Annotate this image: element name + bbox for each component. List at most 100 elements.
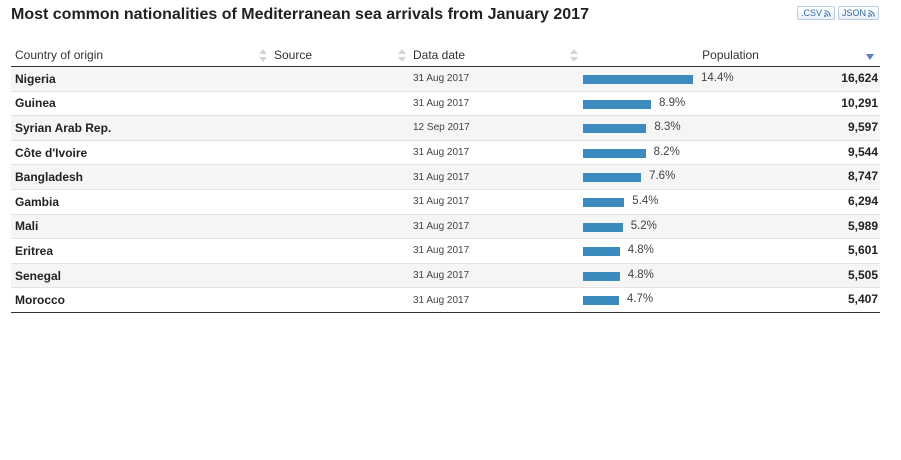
- table-row: Eritrea 31 Aug 2017 4.8% 5,601: [11, 239, 880, 264]
- table-row: Mali 31 Aug 2017 5.2% 5,989: [11, 214, 880, 240]
- column-header-country[interactable]: Country of origin: [11, 44, 270, 66]
- csv-export-label: .CSV: [800, 8, 822, 18]
- date-cell: 31 Aug 2017: [413, 245, 470, 257]
- source-cell: [270, 239, 409, 263]
- table-row: Bangladesh 31 Aug 2017 7.6% 8,747: [11, 165, 880, 190]
- country-cell: Côte d'Ivoire: [15, 145, 88, 160]
- page-title: Most common nationalities of Mediterrane…: [11, 6, 589, 23]
- source-cell: [270, 190, 409, 214]
- population-percent: 8.9%: [659, 96, 686, 109]
- date-cell: 31 Aug 2017: [413, 270, 470, 282]
- population-cell: 8.9% 10,291: [581, 92, 880, 116]
- population-cell: 4.8% 5,601: [581, 239, 880, 263]
- source-cell: [270, 264, 409, 288]
- population-percent: 8.2%: [653, 145, 680, 158]
- export-toolbar: .CSV JSON: [796, 6, 879, 20]
- json-export-label: JSON: [841, 8, 866, 18]
- population-value: 16,624: [841, 71, 878, 85]
- source-cell: [270, 141, 409, 165]
- rss-icon: [868, 9, 875, 17]
- table-row: Syrian Arab Rep. 12 Sep 2017 8.3% 9,597: [11, 116, 880, 141]
- column-header-source[interactable]: Source: [270, 44, 409, 66]
- population-percent: 14.4%: [701, 72, 734, 84]
- country-cell: Nigeria: [15, 71, 56, 86]
- table-row: Guinea 31 Aug 2017 8.9% 10,291: [11, 92, 880, 117]
- population-value: 5,505: [847, 267, 878, 282]
- date-cell: 31 Aug 2017: [413, 147, 470, 159]
- population-value: 9,597: [847, 120, 878, 135]
- population-value: 5,407: [847, 292, 878, 307]
- table-row: Gambia 31 Aug 2017 5.4% 6,294: [11, 190, 880, 215]
- date-cell: 12 Sep 2017: [413, 122, 470, 134]
- source-cell: [270, 67, 409, 91]
- source-cell: [270, 288, 409, 312]
- table-row: Morocco 31 Aug 2017 4.7% 5,407: [11, 288, 880, 313]
- country-cell: Morocco: [15, 293, 66, 308]
- population-value: 9,544: [847, 144, 878, 159]
- population-value: 10,291: [841, 95, 878, 110]
- sort-descending-icon: [866, 54, 874, 60]
- country-cell: Senegal: [15, 268, 62, 283]
- population-share-bar: [583, 173, 642, 183]
- country-cell: Guinea: [15, 96, 56, 111]
- population-share-bar: [583, 75, 693, 84]
- population-share-bar: [583, 222, 623, 232]
- column-header-date[interactable]: Data date: [409, 44, 581, 66]
- population-share-bar: [583, 197, 625, 207]
- population-percent: 5.4%: [632, 194, 659, 207]
- population-cell: 14.4% 16,624: [581, 67, 880, 91]
- date-cell: 31 Aug 2017: [413, 97, 470, 109]
- date-cell: 31 Aug 2017: [413, 294, 470, 306]
- table-row: Côte d'Ivoire 31 Aug 2017 8.2% 9,544: [11, 141, 880, 166]
- population-percent: 4.7%: [626, 293, 654, 306]
- country-cell: Mali: [15, 219, 39, 234]
- date-cell: 31 Aug 2017: [413, 196, 470, 208]
- json-export-button[interactable]: JSON: [837, 6, 879, 20]
- population-cell: 5.4% 6,294: [581, 190, 880, 214]
- column-header-label: Country of origin: [15, 48, 104, 62]
- population-cell: 5.2% 5,989: [581, 215, 880, 239]
- population-percent: 4.8%: [627, 244, 654, 257]
- rss-icon: [824, 9, 831, 17]
- population-percent: 5.2%: [630, 219, 657, 232]
- population-share-bar: [583, 296, 619, 306]
- column-header-label: Population: [702, 48, 759, 62]
- population-value: 6,294: [847, 193, 878, 208]
- population-percent: 7.6%: [649, 170, 676, 183]
- table-header: Country of origin Source Data date Popul…: [11, 44, 880, 67]
- population-cell: 8.2% 9,544: [581, 141, 880, 165]
- country-cell: Syrian Arab Rep.: [15, 120, 112, 135]
- sort-toggle-icon: [570, 49, 578, 62]
- population-value: 5,601: [847, 243, 878, 258]
- country-cell: Bangladesh: [15, 170, 84, 185]
- date-cell: 31 Aug 2017: [413, 171, 470, 183]
- sort-toggle-icon: [398, 49, 406, 62]
- population-cell: 8.3% 9,597: [581, 116, 880, 140]
- column-header-label: Source: [274, 48, 313, 62]
- population-value: 5,989: [847, 218, 878, 233]
- population-cell: 7.6% 8,747: [581, 165, 880, 189]
- population-share-bar: [583, 247, 620, 257]
- source-cell: [270, 215, 409, 239]
- nationalities-table: Country of origin Source Data date Popul…: [11, 44, 880, 313]
- population-cell: 4.8% 5,505: [581, 264, 880, 288]
- population-value: 8,747: [847, 169, 878, 184]
- date-cell: 31 Aug 2017: [413, 73, 470, 85]
- source-cell: [270, 92, 409, 116]
- sort-toggle-icon: [259, 49, 267, 62]
- population-percent: 8.3%: [654, 121, 681, 134]
- table-body: Nigeria 31 Aug 2017 14.4% 16,624 Guinea 31 Au…: [11, 67, 880, 313]
- population-share-bar: [583, 271, 620, 281]
- population-percent: 4.8%: [627, 268, 654, 281]
- source-cell: [270, 165, 409, 189]
- country-cell: Gambia: [15, 194, 60, 209]
- population-share-bar: [583, 148, 646, 158]
- date-cell: 31 Aug 2017: [413, 220, 470, 232]
- column-header-label: Data date: [413, 48, 466, 62]
- table-row: Nigeria 31 Aug 2017 14.4% 16,624: [11, 67, 880, 92]
- csv-export-button[interactable]: .CSV: [796, 6, 835, 20]
- source-cell: [270, 116, 409, 140]
- country-cell: Eritrea: [15, 243, 54, 258]
- population-share-bar: [583, 124, 647, 134]
- column-header-population[interactable]: Population: [581, 44, 880, 66]
